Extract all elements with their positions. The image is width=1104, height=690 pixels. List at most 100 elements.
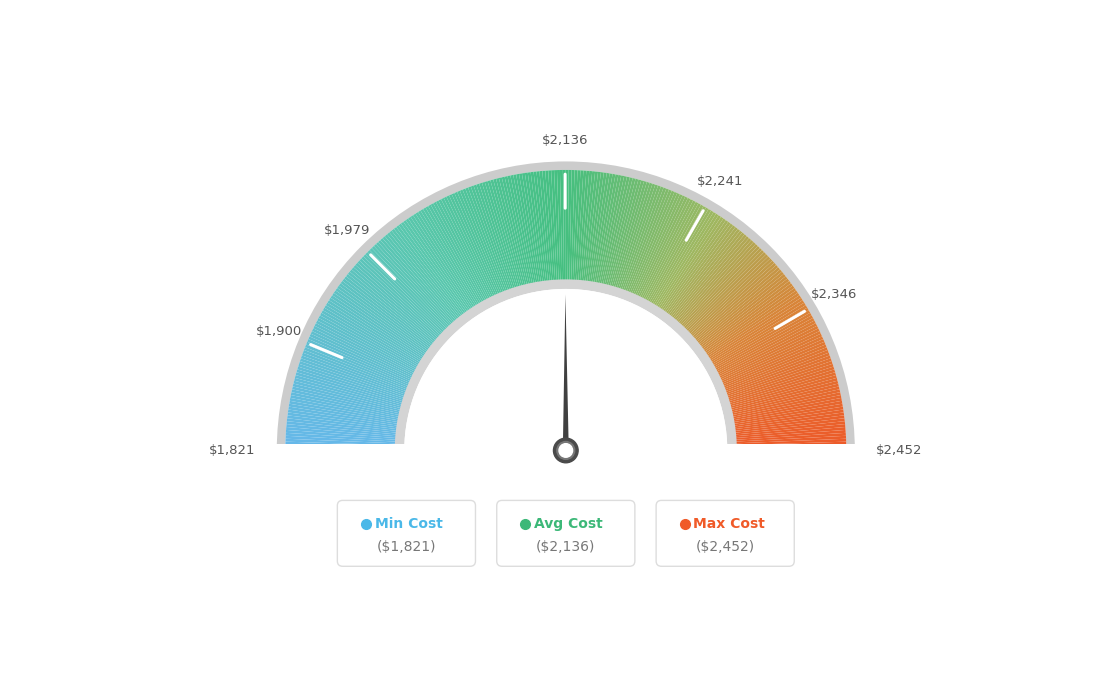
Wedge shape: [395, 279, 736, 451]
Wedge shape: [688, 254, 768, 333]
Wedge shape: [358, 261, 440, 337]
Wedge shape: [732, 395, 841, 419]
Wedge shape: [635, 194, 682, 296]
Wedge shape: [411, 215, 474, 309]
Wedge shape: [540, 171, 552, 282]
Wedge shape: [522, 173, 541, 282]
Wedge shape: [597, 175, 622, 284]
Wedge shape: [713, 310, 810, 367]
Wedge shape: [404, 289, 728, 451]
Wedge shape: [594, 174, 615, 283]
Wedge shape: [542, 170, 553, 281]
Wedge shape: [700, 279, 789, 348]
Wedge shape: [320, 313, 417, 368]
Wedge shape: [728, 364, 834, 400]
Wedge shape: [631, 192, 677, 295]
Wedge shape: [582, 171, 595, 282]
Text: ($2,136): ($2,136): [537, 540, 595, 553]
Wedge shape: [637, 195, 686, 297]
Wedge shape: [319, 315, 417, 370]
Wedge shape: [499, 177, 527, 286]
Text: $1,821: $1,821: [209, 444, 255, 457]
Text: $1,979: $1,979: [323, 224, 370, 237]
Wedge shape: [316, 320, 415, 373]
Wedge shape: [682, 246, 760, 328]
Wedge shape: [322, 308, 420, 366]
Wedge shape: [712, 308, 809, 366]
Wedge shape: [388, 233, 459, 319]
Wedge shape: [517, 174, 538, 283]
Wedge shape: [684, 250, 764, 331]
Wedge shape: [617, 183, 652, 288]
Wedge shape: [667, 225, 735, 315]
Wedge shape: [696, 269, 782, 342]
FancyBboxPatch shape: [656, 500, 794, 566]
Wedge shape: [724, 350, 829, 391]
Wedge shape: [593, 173, 613, 283]
Wedge shape: [449, 194, 497, 296]
Wedge shape: [734, 409, 843, 427]
Wedge shape: [734, 413, 845, 429]
Wedge shape: [660, 217, 723, 310]
Wedge shape: [459, 190, 503, 293]
Wedge shape: [293, 386, 401, 413]
Wedge shape: [288, 406, 397, 426]
Wedge shape: [353, 265, 438, 339]
Wedge shape: [463, 188, 505, 293]
Wedge shape: [455, 192, 500, 295]
Wedge shape: [714, 313, 811, 368]
Wedge shape: [603, 177, 630, 285]
Wedge shape: [359, 259, 442, 335]
Wedge shape: [608, 179, 638, 286]
Wedge shape: [342, 279, 432, 348]
Wedge shape: [677, 238, 752, 323]
Wedge shape: [710, 300, 804, 361]
Wedge shape: [286, 430, 396, 440]
Wedge shape: [731, 384, 839, 412]
Wedge shape: [612, 180, 644, 287]
Wedge shape: [365, 252, 446, 331]
Circle shape: [559, 444, 573, 457]
Wedge shape: [328, 300, 422, 361]
Wedge shape: [288, 409, 397, 427]
Wedge shape: [570, 170, 574, 281]
Wedge shape: [715, 318, 815, 372]
Wedge shape: [554, 170, 561, 281]
Wedge shape: [683, 248, 762, 329]
Wedge shape: [337, 286, 428, 352]
Wedge shape: [686, 252, 766, 331]
Wedge shape: [573, 170, 581, 281]
Wedge shape: [734, 418, 845, 433]
Wedge shape: [709, 297, 803, 359]
Wedge shape: [496, 178, 526, 286]
Wedge shape: [710, 303, 806, 362]
Wedge shape: [287, 421, 396, 435]
Wedge shape: [735, 439, 846, 445]
Wedge shape: [287, 413, 397, 429]
Wedge shape: [277, 161, 854, 451]
Wedge shape: [295, 375, 402, 406]
Text: $2,241: $2,241: [697, 175, 743, 188]
Wedge shape: [693, 265, 778, 339]
Wedge shape: [734, 415, 845, 431]
Wedge shape: [433, 202, 487, 301]
Wedge shape: [301, 355, 406, 395]
Wedge shape: [680, 242, 755, 325]
Wedge shape: [329, 297, 423, 359]
Wedge shape: [661, 219, 726, 311]
Wedge shape: [382, 236, 456, 322]
Wedge shape: [285, 448, 396, 451]
Wedge shape: [330, 295, 424, 358]
Wedge shape: [620, 185, 658, 290]
Wedge shape: [396, 225, 465, 315]
Wedge shape: [731, 381, 838, 410]
Wedge shape: [733, 398, 842, 420]
Wedge shape: [431, 204, 486, 302]
Wedge shape: [286, 427, 396, 438]
Text: $2,136: $2,136: [542, 134, 588, 147]
Wedge shape: [482, 182, 517, 288]
Wedge shape: [312, 328, 413, 378]
Wedge shape: [613, 181, 647, 288]
Wedge shape: [446, 195, 495, 297]
Wedge shape: [665, 221, 731, 313]
